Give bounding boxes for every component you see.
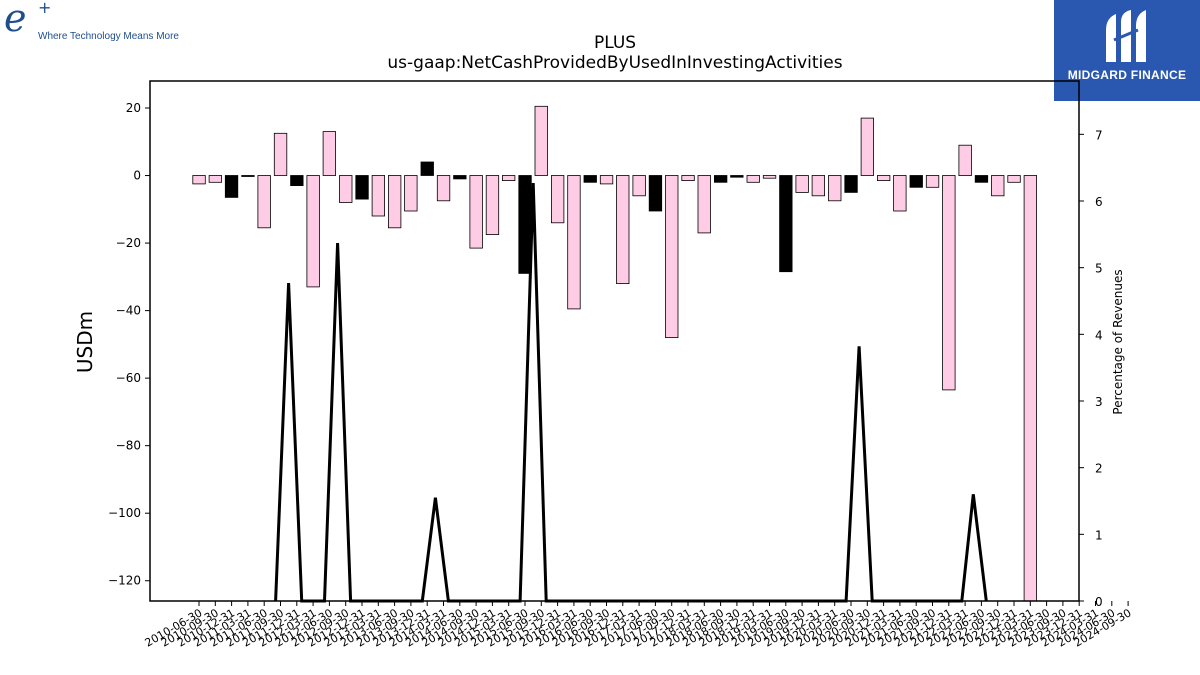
line-series-group: [274, 182, 988, 603]
bar: [208, 175, 223, 183]
bar: [192, 175, 206, 185]
bar: [762, 175, 777, 179]
bar: [925, 175, 940, 188]
chart-subtitle: us-gaap:NetCashProvidedByUsedInInvesting…: [387, 53, 842, 73]
bar: [485, 175, 500, 235]
bar: [567, 175, 581, 310]
bar: [1007, 175, 1021, 183]
bar: [844, 175, 858, 193]
eplus-logo-plus: +: [38, 0, 52, 17]
bar: [306, 175, 320, 288]
bar: [583, 175, 597, 183]
y-axis-label: USDm: [73, 311, 97, 373]
y2-tick-label: 7: [1095, 128, 1103, 142]
y2-axis-ticks: 0 1 2 3 4 5 6 7: [1079, 128, 1103, 609]
bar: [355, 175, 369, 200]
bar: [795, 175, 809, 193]
bar: [404, 175, 418, 212]
bar: [453, 175, 467, 180]
bar: [420, 161, 434, 176]
midgard-logo-mark-icon: [1106, 10, 1146, 62]
percentage-line: [274, 182, 988, 603]
bar: [681, 175, 695, 181]
bar: [551, 175, 565, 224]
bar: [241, 175, 255, 177]
bar: [501, 175, 516, 181]
y2-tick-label: 5: [1095, 262, 1103, 276]
bar: [273, 132, 288, 176]
bar: [779, 175, 793, 273]
bar: [257, 175, 271, 229]
chart-title: PLUS: [594, 33, 636, 53]
bar: [746, 175, 760, 183]
bar: [599, 175, 614, 185]
bar: [860, 117, 874, 176]
bar: [811, 175, 825, 197]
bar: [648, 175, 663, 212]
bar: [991, 175, 1005, 197]
y2-tick-label: 2: [1095, 462, 1103, 476]
bar: [974, 175, 989, 183]
y-tick-label: 20: [126, 101, 141, 115]
bar: [909, 175, 923, 188]
y2-axis-label: Percentage of Revenues: [1111, 269, 1125, 414]
bar: [322, 131, 337, 176]
bar: [290, 175, 304, 187]
bar: [730, 175, 744, 178]
bar: [224, 175, 239, 198]
eplus-logo: e + Where Technology Means More: [4, 0, 194, 46]
bar: [958, 144, 972, 176]
bar: [893, 175, 907, 212]
bar: [942, 175, 956, 391]
bar: [616, 175, 630, 284]
y2-tick-label: 4: [1095, 328, 1103, 342]
bar: [339, 175, 353, 203]
bar: [534, 105, 548, 176]
eplus-logo-tagline: Where Technology Means More: [38, 31, 179, 42]
bar: [697, 175, 711, 234]
y-tick-label: −20: [116, 236, 141, 250]
y-tick-label: −80: [116, 439, 141, 453]
bar: [665, 175, 679, 339]
y2-tick-label: 3: [1095, 395, 1103, 409]
bar: [436, 175, 451, 202]
y-tick-label: −100: [108, 506, 141, 520]
bar: [387, 175, 402, 229]
y2-tick-label: 1: [1095, 528, 1103, 542]
y2-tick-label: 6: [1095, 195, 1103, 209]
y2-tick-label: 0: [1095, 595, 1103, 609]
bar: [1023, 175, 1037, 602]
y-axis-ticks: 20 0 −20 −40 −60 −80 −100 −120: [108, 101, 150, 588]
midgard-logo-name: MIDGARD FINANCE: [1067, 68, 1187, 82]
bar: [632, 175, 646, 197]
bar: [469, 175, 483, 249]
bar: [714, 175, 728, 183]
bar: [828, 175, 842, 202]
y-tick-label: −120: [108, 574, 141, 588]
y-tick-label: −60: [116, 371, 141, 385]
bar: [877, 175, 891, 181]
y-tick-label: 0: [133, 169, 141, 183]
x-axis-ticks: 2010-06-302010-09-302010-12-312011-03-31…: [143, 601, 1134, 650]
eplus-logo-letter: e: [4, 0, 27, 40]
bar: [371, 175, 386, 217]
bar-series: [192, 105, 1037, 602]
y-tick-label: −40: [116, 304, 141, 318]
plot-frame: [149, 80, 1080, 602]
